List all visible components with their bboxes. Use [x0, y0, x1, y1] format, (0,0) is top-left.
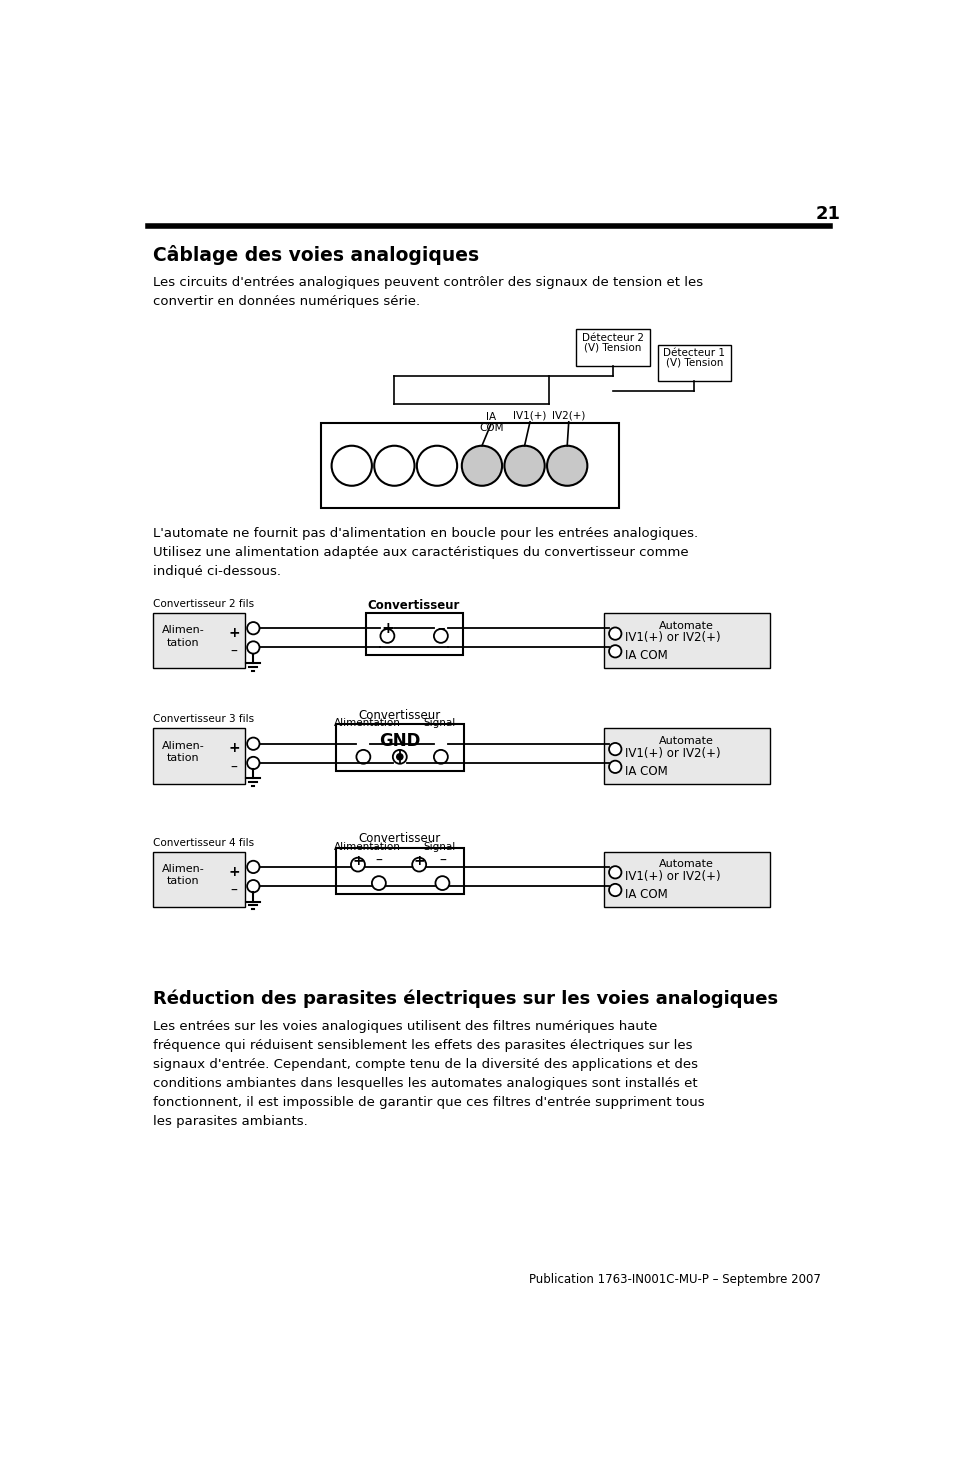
Text: Automate: Automate: [659, 621, 713, 630]
Text: –: –: [375, 854, 382, 867]
Text: (V) Tension: (V) Tension: [665, 358, 722, 367]
Bar: [603, 729, 769, 783]
Bar: [335, 724, 464, 770]
Bar: [320, 423, 618, 507]
Bar: [365, 612, 462, 655]
Circle shape: [247, 861, 259, 873]
Text: +: +: [228, 625, 239, 640]
Text: Détecteur 2: Détecteur 2: [581, 332, 643, 342]
Text: –: –: [438, 854, 445, 867]
Text: IA COM: IA COM: [624, 649, 666, 662]
Text: IA COM: IA COM: [624, 764, 666, 777]
Circle shape: [435, 876, 449, 889]
Text: IV1(+) or IV2(+): IV1(+) or IV2(+): [624, 631, 720, 645]
Circle shape: [608, 866, 620, 879]
Circle shape: [546, 445, 587, 485]
Circle shape: [396, 754, 402, 760]
Circle shape: [351, 857, 365, 872]
Circle shape: [608, 627, 620, 640]
Circle shape: [434, 749, 447, 764]
Circle shape: [416, 445, 456, 485]
Circle shape: [608, 884, 620, 897]
Circle shape: [247, 642, 259, 653]
Text: Signal: Signal: [423, 842, 455, 851]
Text: Convertisseur: Convertisseur: [358, 832, 440, 845]
Circle shape: [356, 749, 370, 764]
Text: IV1(+): IV1(+): [513, 410, 546, 420]
Text: –: –: [231, 884, 237, 898]
Text: +: +: [352, 854, 363, 867]
Circle shape: [608, 761, 620, 773]
Circle shape: [374, 445, 415, 485]
Text: Signal: Signal: [423, 718, 455, 729]
Circle shape: [393, 749, 406, 764]
Text: Détecteur 1: Détecteur 1: [662, 348, 724, 358]
Text: IA
COM: IA COM: [478, 412, 503, 434]
Text: Convertisseur 2 fils: Convertisseur 2 fils: [153, 599, 254, 609]
Text: +: +: [228, 742, 239, 755]
Text: +: +: [413, 854, 424, 867]
Text: –: –: [436, 621, 444, 636]
Circle shape: [247, 881, 259, 892]
Bar: [603, 612, 769, 668]
Circle shape: [372, 876, 385, 889]
Text: Réduction des parasites électriques sur les voies analogiques: Réduction des parasites électriques sur …: [153, 990, 778, 1007]
Text: –: –: [231, 645, 237, 659]
Circle shape: [461, 445, 501, 485]
Circle shape: [608, 645, 620, 658]
Text: GND: GND: [378, 732, 420, 751]
Text: Convertisseur 4 fils: Convertisseur 4 fils: [153, 838, 254, 848]
Text: +: +: [228, 864, 239, 879]
Text: Convertisseur: Convertisseur: [367, 599, 459, 612]
Text: Câblage des voies analogiques: Câblage des voies analogiques: [153, 245, 479, 264]
Bar: [576, 329, 649, 366]
Bar: [335, 848, 464, 894]
Text: (V) Tension: (V) Tension: [583, 342, 641, 353]
Text: IV2(+): IV2(+): [552, 410, 585, 420]
Circle shape: [412, 857, 426, 872]
Circle shape: [434, 628, 447, 643]
Bar: [153, 729, 245, 783]
Bar: [658, 345, 731, 381]
Text: Alimentation: Alimentation: [334, 718, 400, 729]
Text: Automate: Automate: [659, 860, 713, 869]
Text: Alimen-
tation: Alimen- tation: [161, 740, 204, 763]
Text: Convertisseur: Convertisseur: [358, 709, 440, 723]
Text: IV1(+) or IV2(+): IV1(+) or IV2(+): [624, 746, 720, 760]
Text: L'automate ne fournit pas d'alimentation en boucle pour les entrées analogiques.: L'automate ne fournit pas d'alimentation…: [153, 528, 698, 578]
Text: 21: 21: [815, 205, 840, 223]
Text: Alimen-
tation: Alimen- tation: [161, 864, 204, 886]
Text: Les circuits d'entrées analogiques peuvent contrôler des signaux de tension et l: Les circuits d'entrées analogiques peuve…: [153, 276, 702, 308]
Circle shape: [504, 445, 544, 485]
Bar: [153, 612, 245, 668]
Circle shape: [247, 738, 259, 749]
Text: IV1(+) or IV2(+): IV1(+) or IV2(+): [624, 870, 720, 884]
Circle shape: [247, 622, 259, 634]
Text: Automate: Automate: [659, 736, 713, 746]
Bar: [153, 851, 245, 907]
Text: Convertisseur 3 fils: Convertisseur 3 fils: [153, 714, 254, 724]
Bar: [603, 851, 769, 907]
Text: Les entrées sur les voies analogiques utilisent des filtres numériques haute
fré: Les entrées sur les voies analogiques ut…: [153, 1021, 704, 1128]
Text: Publication 1763-IN001C-MU-P – Septembre 2007: Publication 1763-IN001C-MU-P – Septembre…: [528, 1273, 820, 1286]
Text: Alimen-
tation: Alimen- tation: [161, 625, 204, 648]
Text: IA COM: IA COM: [624, 888, 666, 901]
Circle shape: [380, 628, 394, 643]
Text: +: +: [380, 621, 394, 636]
Circle shape: [247, 757, 259, 768]
Circle shape: [332, 445, 372, 485]
Text: Alimentation: Alimentation: [334, 842, 400, 851]
Circle shape: [608, 743, 620, 755]
Text: –: –: [231, 761, 237, 774]
